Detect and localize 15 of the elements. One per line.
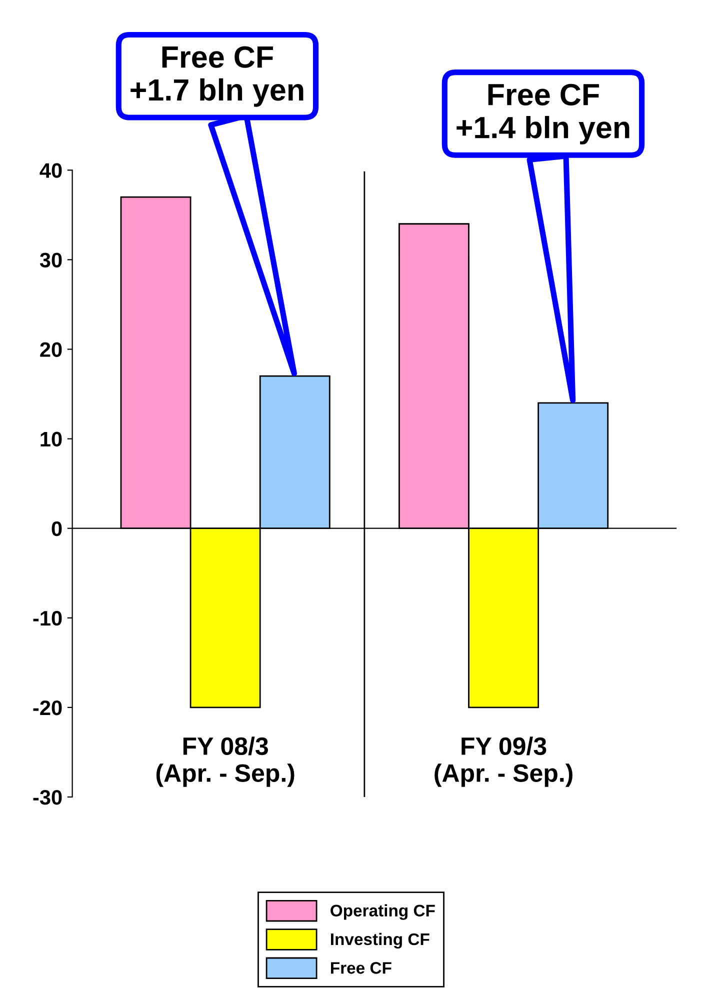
text: Free CF +1.4 bln yen: [456, 84, 630, 144]
y-tick-label: 0: [52, 521, 62, 536]
y-tick-label: 30: [40, 252, 62, 268]
y-tick-label: 20: [40, 342, 62, 357]
legend-label: Operating CF: [330, 904, 435, 920]
x-tick-label: FY 08/3 (Apr. - Sep.): [156, 736, 294, 787]
y-tick-label: -10: [33, 610, 62, 626]
x-tick-label: FY 09/3 (Apr. - Sep.): [434, 736, 572, 787]
y-tick-label: 10: [40, 432, 62, 447]
legend-label: Investing CF: [331, 932, 430, 949]
y-tick-label: -30: [33, 790, 62, 805]
text: Free CF +1.7 bln yen: [130, 46, 304, 107]
legend-label: Free CF: [331, 962, 392, 974]
y-tick-label: -20: [33, 700, 62, 716]
y-tick-label: 40: [40, 163, 62, 178]
